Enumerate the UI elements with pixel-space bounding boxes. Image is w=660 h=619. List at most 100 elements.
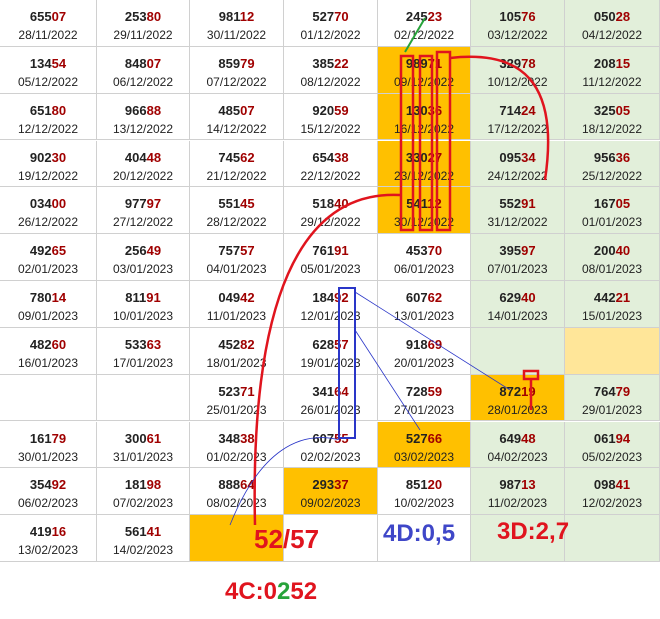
number-head: 253 <box>124 9 147 24</box>
number-tail: 14 <box>51 290 67 305</box>
table-cell: 25380 29/11/2022 <box>97 0 190 47</box>
result-date: 10/12/2022 <box>487 74 548 89</box>
result-number: 24523 <box>378 9 470 24</box>
result-date: 31/01/2023 <box>112 449 174 464</box>
table-cell: 40448 20/12/2022 <box>97 140 190 188</box>
number-tail: 40 <box>334 196 349 212</box>
number-head: 419 <box>29 524 52 540</box>
result-date: 01/01/2023 <box>581 215 643 230</box>
result-number: 75757 <box>190 243 283 258</box>
result-date: 18/01/2023 <box>206 355 267 370</box>
result-date: 07/01/2023 <box>487 262 548 277</box>
number-head: 348 <box>218 430 241 446</box>
number-tail: 97 <box>146 196 162 212</box>
number-head: 167 <box>593 196 616 212</box>
number-tail: 92 <box>51 477 67 493</box>
number-head: 385 <box>312 55 335 71</box>
result-date: 15/12/2022 <box>300 121 361 136</box>
number-head: 527 <box>312 9 335 24</box>
result-date: 19/01/2023 <box>300 355 361 370</box>
result-number: 13454 <box>0 56 96 71</box>
table-cell: 76191 05/01/2023 <box>284 234 378 281</box>
table-cell: 75757 04/01/2023 <box>190 234 284 281</box>
table-cell: 45370 06/01/2023 <box>378 234 471 281</box>
table-cell: 33027 23/12/2022 <box>378 140 471 188</box>
table-cell: 41916 13/02/2023 <box>0 515 97 562</box>
number-tail: 42 <box>240 290 255 305</box>
table-cell: 44221 15/01/2023 <box>565 281 660 328</box>
number-tail: 80 <box>146 9 162 24</box>
result-date: 28/01/2023 <box>487 402 548 417</box>
result-date: 16/01/2023 <box>17 355 79 370</box>
number-head: 208 <box>593 55 616 71</box>
result-date: 04/12/2022 <box>581 28 643 42</box>
table-cell: 13454 05/12/2022 <box>0 46 97 94</box>
result-date: 05/01/2023 <box>300 262 361 277</box>
result-date: 01/12/2022 <box>300 28 361 42</box>
table-cell: 60755 02/02/2023 <box>284 421 378 469</box>
number-tail: 62 <box>240 149 255 165</box>
table-cell: 45282 18/01/2023 <box>190 327 284 375</box>
table-cell: 34164 26/01/2023 <box>284 374 378 422</box>
result-date: 27/12/2022 <box>112 215 174 230</box>
number-tail: 91 <box>334 243 349 259</box>
table-cell: 87219 28/01/2023 <box>471 374 565 422</box>
result-number: 78014 <box>0 290 96 305</box>
number-tail: 91 <box>521 196 536 212</box>
result-number: 95636 <box>565 150 659 165</box>
number-head: 918 <box>405 336 428 352</box>
result-date: 05/12/2022 <box>17 74 79 89</box>
result-number: 03400 <box>0 196 96 211</box>
result-number: 18198 <box>97 477 189 492</box>
number-tail: 48 <box>146 149 162 165</box>
table-cell: 51840 29/12/2022 <box>284 187 378 235</box>
number-head: 851 <box>405 477 428 493</box>
result-date: 27/01/2023 <box>393 402 455 417</box>
table-cell: 65507 28/11/2022 <box>0 0 97 47</box>
number-head: 757 <box>218 243 241 259</box>
result-date: 26/01/2023 <box>300 402 361 417</box>
number-tail: 62 <box>427 290 443 305</box>
number-head: 325 <box>593 102 616 118</box>
result-number: 29337 <box>284 477 377 492</box>
table-cell: 98713 11/02/2023 <box>471 468 565 516</box>
table-cell: 74562 21/12/2022 <box>190 140 284 188</box>
result-date: 24/12/2022 <box>487 168 548 183</box>
number-tail: 40 <box>521 290 536 305</box>
number-head: 453 <box>405 243 428 259</box>
number-tail: 41 <box>146 524 162 540</box>
result-number: 39597 <box>471 243 564 258</box>
number-head: 561 <box>124 524 147 540</box>
table-cell: 09534 24/12/2022 <box>471 140 565 188</box>
number-head: 714 <box>499 102 522 118</box>
result-number: 74562 <box>190 150 283 165</box>
number-head: 442 <box>593 290 616 305</box>
number-head: 049 <box>218 290 241 305</box>
number-head: 552 <box>499 196 522 212</box>
number-head: 859 <box>218 55 241 71</box>
number-tail: 00 <box>51 196 67 212</box>
four-c-part: 52 <box>290 578 318 605</box>
number-head: 492 <box>29 243 52 259</box>
number-head: 811 <box>125 290 147 305</box>
result-number: 65438 <box>284 150 377 165</box>
table-cell: 49265 02/01/2023 <box>0 234 97 281</box>
number-tail: 88 <box>146 102 162 118</box>
result-number: 32978 <box>471 56 564 71</box>
table-cell: 25649 03/01/2023 <box>97 234 190 281</box>
result-number: 85120 <box>378 477 470 492</box>
result-date: 03/12/2022 <box>487 28 548 42</box>
table-cell: 03400 26/12/2022 <box>0 187 97 235</box>
table-cell: 96688 13/12/2022 <box>97 93 190 141</box>
result-date: 03/01/2023 <box>112 262 174 277</box>
result-number: 09534 <box>471 150 564 165</box>
result-number: 98112 <box>190 9 283 24</box>
number-head: 329 <box>499 55 522 71</box>
number-tail: 82 <box>240 336 255 352</box>
result-number: 35492 <box>0 477 96 492</box>
result-number: 84807 <box>97 56 189 71</box>
result-date: 02/01/2023 <box>17 262 79 277</box>
result-number: 32505 <box>565 103 659 118</box>
result-number: 62857 <box>284 337 377 352</box>
table-cell: 92059 15/12/2022 <box>284 93 378 141</box>
